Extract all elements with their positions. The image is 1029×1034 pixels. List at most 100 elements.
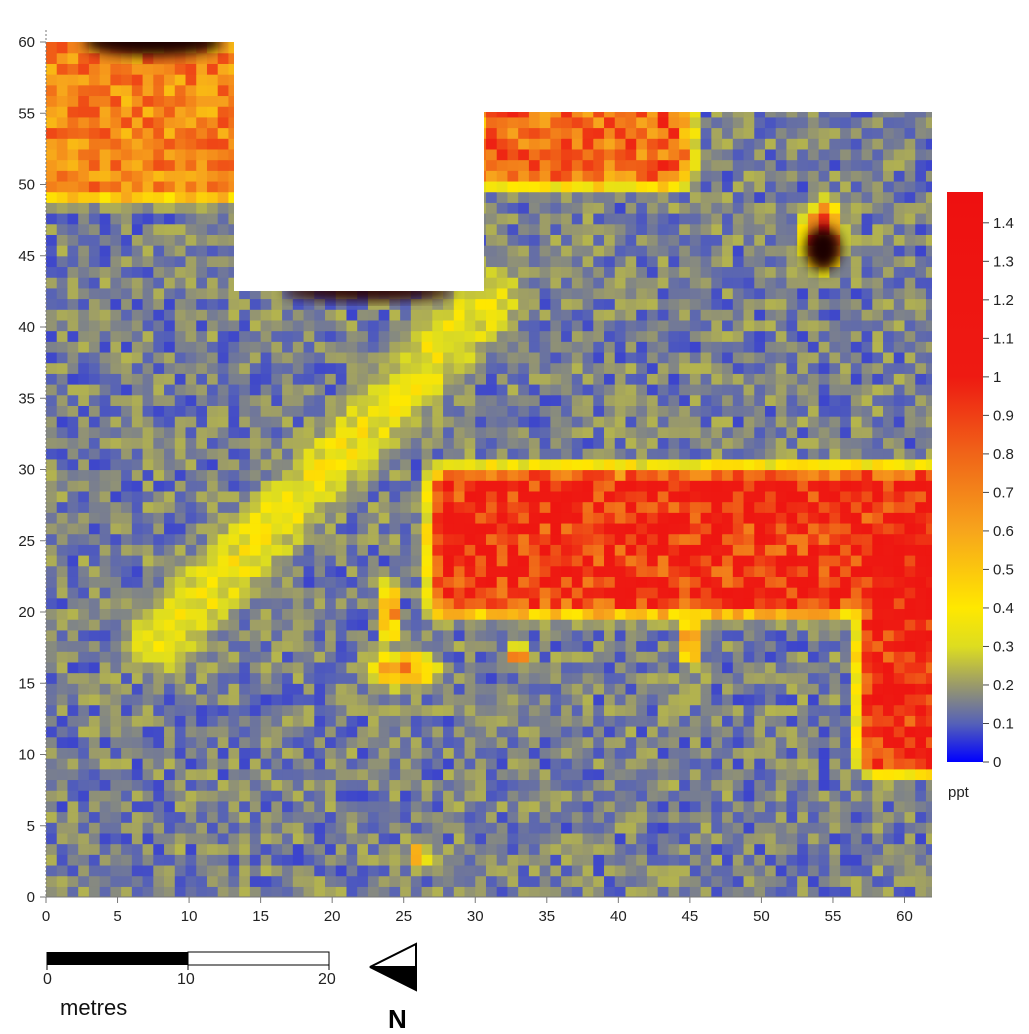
heatmap-cell xyxy=(883,458,895,471)
heatmap-cell xyxy=(937,266,948,277)
heatmap-cell xyxy=(99,683,111,695)
heatmap-cell xyxy=(239,255,251,268)
heatmap-cell xyxy=(335,309,348,321)
heatmap-cell xyxy=(668,597,680,610)
heatmap-cell xyxy=(539,864,551,877)
heatmap-cell xyxy=(646,405,659,417)
heatmap-cell xyxy=(732,480,745,492)
heatmap-cell xyxy=(604,416,616,428)
heatmap-cell xyxy=(485,822,498,834)
heatmap-cell xyxy=(807,672,820,684)
heatmap-cell xyxy=(743,779,755,791)
heatmap-cell xyxy=(443,715,455,727)
heatmap-cell xyxy=(625,277,637,289)
heatmap-cell xyxy=(571,629,584,642)
heatmap-cell xyxy=(925,373,932,385)
heatmap-cell xyxy=(689,298,702,310)
heatmap-cell xyxy=(711,587,723,599)
heatmap-cell xyxy=(807,266,820,278)
heatmap-cell xyxy=(335,672,348,684)
heatmap-cell xyxy=(807,426,820,439)
heatmap-cell xyxy=(421,811,433,823)
heatmap-cell xyxy=(764,501,777,513)
heatmap-cell xyxy=(625,843,637,855)
heatmap-cell xyxy=(110,822,122,834)
heatmap-cell xyxy=(67,319,79,332)
heatmap-cell xyxy=(260,373,272,385)
heatmap-cell xyxy=(732,640,745,652)
heatmap-cell xyxy=(453,490,466,503)
heatmap-cell xyxy=(56,277,69,289)
heatmap-cell xyxy=(131,362,144,374)
heatmap-cell xyxy=(775,522,788,535)
heatmap-cell xyxy=(131,704,144,716)
heatmap-cell xyxy=(743,875,755,887)
heatmap-cell xyxy=(861,790,873,802)
heatmap-cell xyxy=(464,587,476,599)
heatmap-cell xyxy=(850,319,863,332)
heatmap-cell xyxy=(582,319,594,332)
heatmap-cell xyxy=(206,597,219,610)
heatmap-cell xyxy=(550,768,562,781)
heatmap-cell xyxy=(357,405,369,417)
heatmap-cell xyxy=(657,480,670,492)
heatmap-cell xyxy=(485,287,498,300)
heatmap-cell xyxy=(829,555,841,567)
heatmap-cell xyxy=(239,843,251,855)
heatmap-cell xyxy=(732,683,745,695)
heatmap-cell xyxy=(743,287,755,300)
heatmap-cell xyxy=(732,277,745,289)
heatmap-cell xyxy=(872,704,884,716)
heatmap-cell xyxy=(561,384,573,396)
heatmap-cell xyxy=(153,790,165,802)
heatmap-cell xyxy=(389,854,401,866)
heatmap-cell xyxy=(164,875,176,887)
heatmap-cell xyxy=(775,608,788,620)
heatmap-cell xyxy=(400,597,412,610)
heatmap-cell xyxy=(571,704,584,716)
heatmap-cell xyxy=(561,341,573,353)
heatmap-cell xyxy=(335,651,348,663)
heatmap-cell xyxy=(56,501,69,513)
heatmap-cell xyxy=(389,522,401,535)
heatmap-cell xyxy=(937,341,948,352)
heatmap-cell xyxy=(335,458,348,471)
heatmap-cell xyxy=(711,555,723,567)
heatmap-cell xyxy=(872,394,884,406)
heatmap-cell xyxy=(475,758,487,770)
heatmap-cell xyxy=(625,704,637,716)
heatmap-cell xyxy=(571,758,584,770)
heatmap-cell xyxy=(679,319,691,332)
heatmap-cell xyxy=(121,608,133,620)
heatmap-cell xyxy=(657,298,670,310)
heatmap-cell xyxy=(818,693,830,706)
heatmap-cell xyxy=(561,875,573,887)
heatmap-cell xyxy=(646,779,659,791)
heatmap-cell xyxy=(582,640,594,652)
heatmap-cell xyxy=(722,854,734,866)
heatmap-cell xyxy=(840,629,852,642)
heatmap-cell xyxy=(99,672,111,684)
heatmap-cell xyxy=(754,490,766,503)
heatmap-cell xyxy=(421,843,433,855)
heatmap-cell xyxy=(56,736,69,748)
heatmap-cell xyxy=(925,298,932,310)
heatmap-cell xyxy=(239,629,251,642)
heatmap-cell xyxy=(99,298,111,310)
heatmap-cell xyxy=(464,726,476,738)
heatmap-cell xyxy=(807,394,820,406)
heatmap-cell xyxy=(840,319,852,332)
heatmap-cell xyxy=(314,768,326,781)
heatmap-cell xyxy=(528,544,541,556)
heatmap-cell xyxy=(67,640,79,652)
heatmap-cell xyxy=(925,629,932,642)
heatmap-cell xyxy=(196,501,208,513)
heatmap-cell xyxy=(904,544,916,556)
heatmap-cell xyxy=(121,811,133,823)
heatmap-cell xyxy=(840,587,852,599)
heatmap-cell xyxy=(786,661,798,674)
heatmap-cell xyxy=(78,715,90,727)
heatmap-cell xyxy=(689,416,702,428)
heatmap-cell xyxy=(110,405,122,417)
heatmap-cell xyxy=(46,715,58,727)
